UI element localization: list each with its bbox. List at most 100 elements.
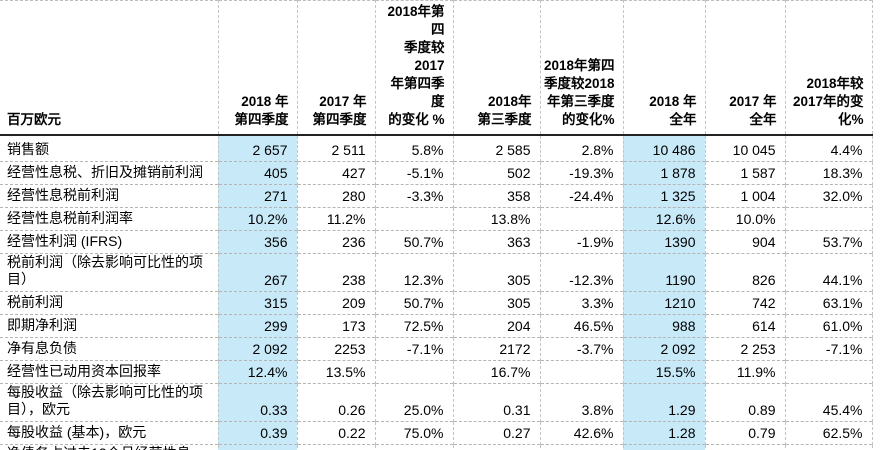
row-label: 经营性息税、折旧及摊销前利润 xyxy=(0,160,218,184)
header-q4-2018-vs-q4-2017-change: 2018年第四 季度较2017 年第四季度 的变化 % xyxy=(374,0,453,136)
cell: 299 xyxy=(217,313,297,337)
cell: 204 xyxy=(452,313,540,337)
row-label: 税前利润 xyxy=(0,290,218,314)
cell: -5.1% xyxy=(374,160,453,184)
cell: 50.7% xyxy=(374,290,453,314)
cell: 1.1 xyxy=(217,443,297,450)
cell: 10 486 xyxy=(622,134,705,161)
cell: 358 xyxy=(452,183,540,207)
cell: 2 092 xyxy=(217,336,297,360)
cell: 75.0% xyxy=(374,420,453,444)
cell: 0.27 xyxy=(452,420,540,444)
row-label: 经营性息税前利润 xyxy=(0,183,218,207)
cell xyxy=(374,359,453,383)
cell: 363 xyxy=(452,229,540,253)
cell: 5.8% xyxy=(374,134,453,161)
cell: 18.3% xyxy=(784,160,873,184)
cell: 1.28 xyxy=(622,420,705,444)
cell: 0.89 xyxy=(704,382,785,421)
table-row: 经营性息税、折旧及摊销前利润 405 427 -5.1% 502 -19.3% 1 878 1… xyxy=(0,160,873,184)
cell: -3.3% xyxy=(374,183,453,207)
table-row: 经营性息税前利润率 10.2% 11.2% 13.8% 12.6% 10.0% xyxy=(0,206,873,230)
cell: -7.1% xyxy=(784,336,873,360)
header-2018-full-year: 2018 年 全年 xyxy=(622,0,705,136)
table-row: 经营性利润 (IFRS) 356 236 50.7% 363 -1.9% 1390 904 53… xyxy=(0,229,873,253)
cell: -1.9% xyxy=(539,229,623,253)
cell: 46.5% xyxy=(539,313,623,337)
cell: -24.4% xyxy=(539,183,623,207)
cell: 614 xyxy=(704,313,785,337)
cell: 2253 xyxy=(296,336,375,360)
row-label: 净债务占过去12个月经营性息税、 折旧及摊销前利润的比例 xyxy=(0,443,218,450)
cell: 32.0% xyxy=(784,183,873,207)
cell: 280 xyxy=(296,183,375,207)
cell: 3.3% xyxy=(539,290,623,314)
cell xyxy=(374,443,453,450)
cell: 0.26 xyxy=(296,382,375,421)
table-row: 税前利润（除去影响可比性的项 目） 267 238 12.3% 305 -12.3% 119… xyxy=(0,252,873,291)
header-2018-q4: 2018 年 第四季度 xyxy=(217,0,297,136)
cell: 10.0% xyxy=(704,206,785,230)
cell: 271 xyxy=(217,183,297,207)
cell: 427 xyxy=(296,160,375,184)
header-2018-q3: 2018年 第三季度 xyxy=(452,0,540,136)
cell: 405 xyxy=(217,160,297,184)
cell: 356 xyxy=(217,229,297,253)
cell: 63.1% xyxy=(784,290,873,314)
cell: 4.4% xyxy=(784,134,873,161)
row-label: 即期净利润 xyxy=(0,313,218,337)
cell: 25.0% xyxy=(374,382,453,421)
cell: 13.8% xyxy=(452,206,540,230)
cell xyxy=(539,359,623,383)
row-label: 经营性息税前利润率 xyxy=(0,206,218,230)
cell: 209 xyxy=(296,290,375,314)
header-q4-2018-vs-q3-2018-change: 2018年第四 季度较2018 年第三季度 的变化% xyxy=(539,0,623,136)
cell: -3.7% xyxy=(539,336,623,360)
table-body: 销售额 2 657 2 511 5.8% 2 585 2.8% 10 486 10 045 4.… xyxy=(0,134,873,450)
table-row: 净债务占过去12个月经营性息税、 折旧及摊销前利润的比例1.11.41.11.1… xyxy=(0,443,873,450)
cell: 0.22 xyxy=(296,420,375,444)
table-row: 即期净利润 299 173 72.5% 204 46.5% 988 614 61.0% xyxy=(0,313,873,337)
cell: 2 511 xyxy=(296,134,375,161)
cell: 826 xyxy=(704,252,785,291)
cell: 13.5% xyxy=(296,359,375,383)
row-label: 税前利润（除去影响可比性的项 目） xyxy=(0,252,218,291)
table-row: 经营性息税前利润 271 280 -3.3% 358 -24.4% 1 325 1 004 32… xyxy=(0,183,873,207)
cell: 0.33 xyxy=(217,382,297,421)
cell: -19.3% xyxy=(539,160,623,184)
cell: 45.4% xyxy=(784,382,873,421)
header-2017-full-year: 2017 年 全年 xyxy=(704,0,785,136)
row-label: 每股收益 (基本)，欧元 xyxy=(0,420,218,444)
row-label: 销售额 xyxy=(0,134,218,161)
row-label: 经营性已动用资本回报率 xyxy=(0,359,218,383)
cell: 12.4% xyxy=(217,359,297,383)
header-million-euros: 百万欧元 xyxy=(0,0,218,136)
cell: 53.7% xyxy=(784,229,873,253)
cell: 315 xyxy=(217,290,297,314)
cell: 1210 xyxy=(622,290,705,314)
cell: 2 585 xyxy=(452,134,540,161)
cell: 16.7% xyxy=(452,359,540,383)
cell: 2172 xyxy=(452,336,540,360)
cell: 2 657 xyxy=(217,134,297,161)
cell: 502 xyxy=(452,160,540,184)
cell: 742 xyxy=(704,290,785,314)
cell: 12.3% xyxy=(374,252,453,291)
cell: 267 xyxy=(217,252,297,291)
cell: 10.2% xyxy=(217,206,297,230)
cell: 1.4 xyxy=(296,443,375,450)
cell: -7.1% xyxy=(374,336,453,360)
cell: 2.8% xyxy=(539,134,623,161)
cell xyxy=(374,206,453,230)
cell: 3.8% xyxy=(539,382,623,421)
header-2017-q4: 2017 年 第四季度 xyxy=(296,0,375,136)
table-row: 净有息负债 2 092 2253 -7.1% 2172 -3.7% 2 092 2 253 -7… xyxy=(0,336,873,360)
cell: 238 xyxy=(296,252,375,291)
cell: 173 xyxy=(296,313,375,337)
cell xyxy=(539,206,623,230)
cell: 72.5% xyxy=(374,313,453,337)
cell: 50.7% xyxy=(374,229,453,253)
cell: 62.5% xyxy=(784,420,873,444)
